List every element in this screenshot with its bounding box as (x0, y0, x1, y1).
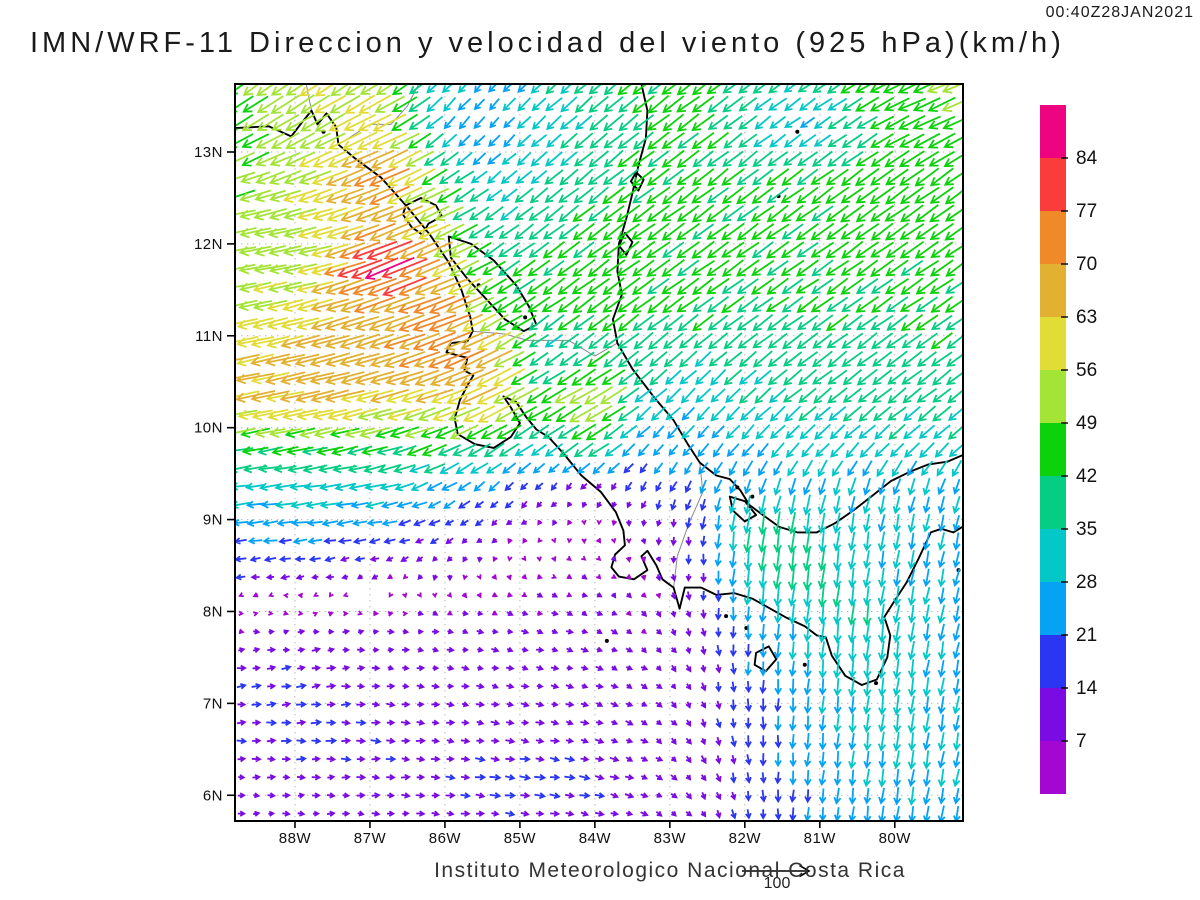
colorbar-label: 21 (1076, 625, 1097, 646)
island-dot (523, 315, 528, 320)
map-frame (234, 83, 964, 822)
wind-arrow-group (238, 519, 662, 635)
y-tick-label: 9N (203, 512, 223, 529)
country-border (338, 84, 420, 146)
colorbar-label: 7 (1076, 731, 1087, 752)
x-tick-label: 87W (354, 830, 387, 847)
x-tick-label: 88W (279, 830, 312, 847)
island-dot (750, 494, 755, 499)
y-tick-label: 8N (203, 603, 223, 620)
wind-arrow-group (236, 482, 737, 819)
wind-arrow-group (235, 148, 513, 406)
lake-outline (629, 171, 645, 192)
y-tick-label: 10N (194, 420, 223, 437)
x-tick-label: 85W (504, 830, 537, 847)
x-tick-label: 83W (654, 830, 687, 847)
page-title: IMN/WRF-11 Direccion y velocidad del vie… (30, 27, 1065, 59)
colorbar-label: 42 (1076, 466, 1097, 487)
y-tick-label: 12N (194, 236, 223, 253)
colorbar-label: 14 (1076, 678, 1098, 699)
colorbar-label: 28 (1076, 572, 1097, 593)
lake-outline (617, 231, 634, 256)
lake-outline (753, 645, 778, 673)
wind-arrow-group (235, 84, 963, 457)
colorbar-label: 56 (1076, 360, 1097, 381)
institution-caption: Instituto Meteorologico Nacional Costa R… (434, 859, 906, 882)
colorbar-label: 35 (1076, 519, 1097, 540)
colorbar-swatch (1040, 423, 1066, 476)
y-tick-label: 6N (203, 787, 223, 804)
colorbar-swatch (1040, 688, 1066, 741)
wind-arrow-group (336, 240, 428, 297)
y-tick-label: 11N (195, 328, 223, 345)
x-tick-label: 80W (879, 830, 912, 847)
island-dot (874, 681, 879, 686)
colorbar-label: 63 (1076, 307, 1097, 328)
wind-arrow-group (235, 84, 963, 806)
colorbar-swatch (1040, 741, 1066, 794)
island-dot (724, 614, 729, 619)
colorbar-label: 84 (1076, 148, 1098, 169)
colorbar-label: 49 (1076, 413, 1097, 434)
colorbar-swatch (1040, 211, 1066, 264)
colorbar-swatch (1040, 476, 1066, 529)
colorbar-swatch (1040, 158, 1066, 211)
colorbar-swatch (1040, 105, 1066, 158)
colorbar-swatch (1040, 582, 1066, 635)
axes: 88W 87W 86W 85W 84W 83W 82W 81W 80W 13N 12N 11N 10N 9… (194, 144, 911, 847)
island-dot (802, 662, 807, 667)
x-tick-label: 82W (729, 830, 762, 847)
colorbar-swatch (1040, 264, 1066, 317)
x-tick-label: 84W (579, 830, 612, 847)
wind-arrow-group (235, 84, 963, 440)
wind-arrow-group (364, 256, 415, 280)
island-dot (735, 485, 740, 490)
wind-arrow-group (235, 84, 961, 821)
colorbar-swatch (1040, 370, 1066, 423)
colorbar-swatch (1040, 529, 1066, 582)
wind-arrows (235, 84, 963, 821)
island-dot (604, 638, 609, 643)
island-dot (744, 626, 749, 631)
y-tick-label: 13N (194, 144, 223, 161)
y-tick-label: 7N (203, 695, 223, 712)
colorbar-swatch (1040, 317, 1066, 370)
wind-arrow-group (235, 84, 963, 626)
wind-arrow-group (323, 167, 485, 370)
x-tick-label: 81W (804, 830, 837, 847)
colorbar-legend: 84 77 70 63 56 49 42 35 28 21 14 7 (1040, 105, 1098, 794)
island-dot (964, 582, 968, 586)
reference-arrow-label: 100 (763, 875, 791, 892)
island-dot (795, 129, 800, 134)
colorbar-label: 70 (1076, 254, 1097, 275)
x-tick-label: 86W (429, 830, 462, 847)
colorbar-label: 77 (1076, 201, 1097, 222)
wind-arrow-group (235, 463, 812, 821)
reference-arrow (742, 864, 811, 878)
valid-time: 00:40Z28JAN2021 (1045, 4, 1194, 21)
colorbar-swatch (1040, 635, 1066, 688)
